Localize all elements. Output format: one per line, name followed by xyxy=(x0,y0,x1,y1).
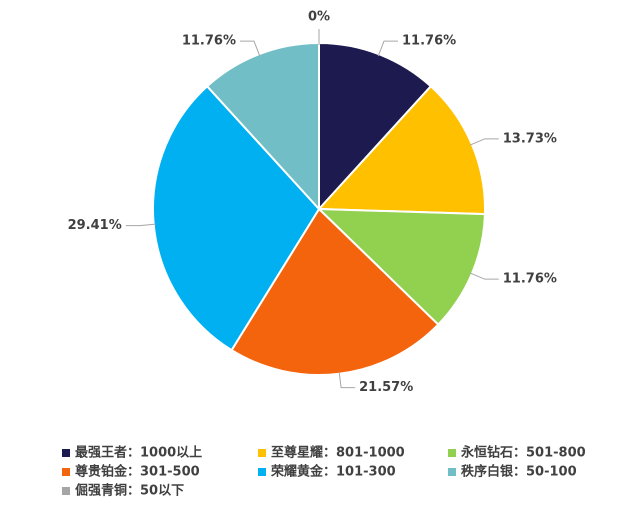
leader-line xyxy=(338,371,356,389)
legend-swatch xyxy=(258,449,266,457)
leader-line xyxy=(377,40,399,57)
data-label: 29.41% xyxy=(68,218,122,233)
legend-label: 秩序白银：50-100 xyxy=(461,464,577,480)
legend-swatch xyxy=(448,449,456,457)
data-label: 21.57% xyxy=(359,380,413,395)
legend-label: 永恒钻石：501-800 xyxy=(460,445,586,461)
legend-swatch xyxy=(62,449,70,457)
data-label: 0% xyxy=(308,10,330,25)
legend-swatch xyxy=(62,487,70,495)
data-label: 11.76% xyxy=(503,272,557,287)
data-label: 11.76% xyxy=(182,34,236,49)
leader-line xyxy=(125,223,156,227)
leader-line xyxy=(239,40,261,57)
legend-swatch xyxy=(62,468,70,476)
legend-swatch xyxy=(258,468,266,476)
legend-label: 至尊星耀：801-1000 xyxy=(271,445,405,461)
legend-label: 倔强青铜：50以下 xyxy=(75,483,184,499)
legend-label: 尊贵铂金：301-500 xyxy=(75,464,200,480)
leader-line xyxy=(469,272,499,280)
data-label: 11.76% xyxy=(402,34,456,49)
legend-label: 荣耀黄金：101-300 xyxy=(270,464,396,480)
legend-label: 最强王者：1000以上 xyxy=(75,445,202,461)
legend-swatch xyxy=(448,468,456,476)
data-label: 13.73% xyxy=(503,131,557,146)
leader-line xyxy=(469,138,499,146)
